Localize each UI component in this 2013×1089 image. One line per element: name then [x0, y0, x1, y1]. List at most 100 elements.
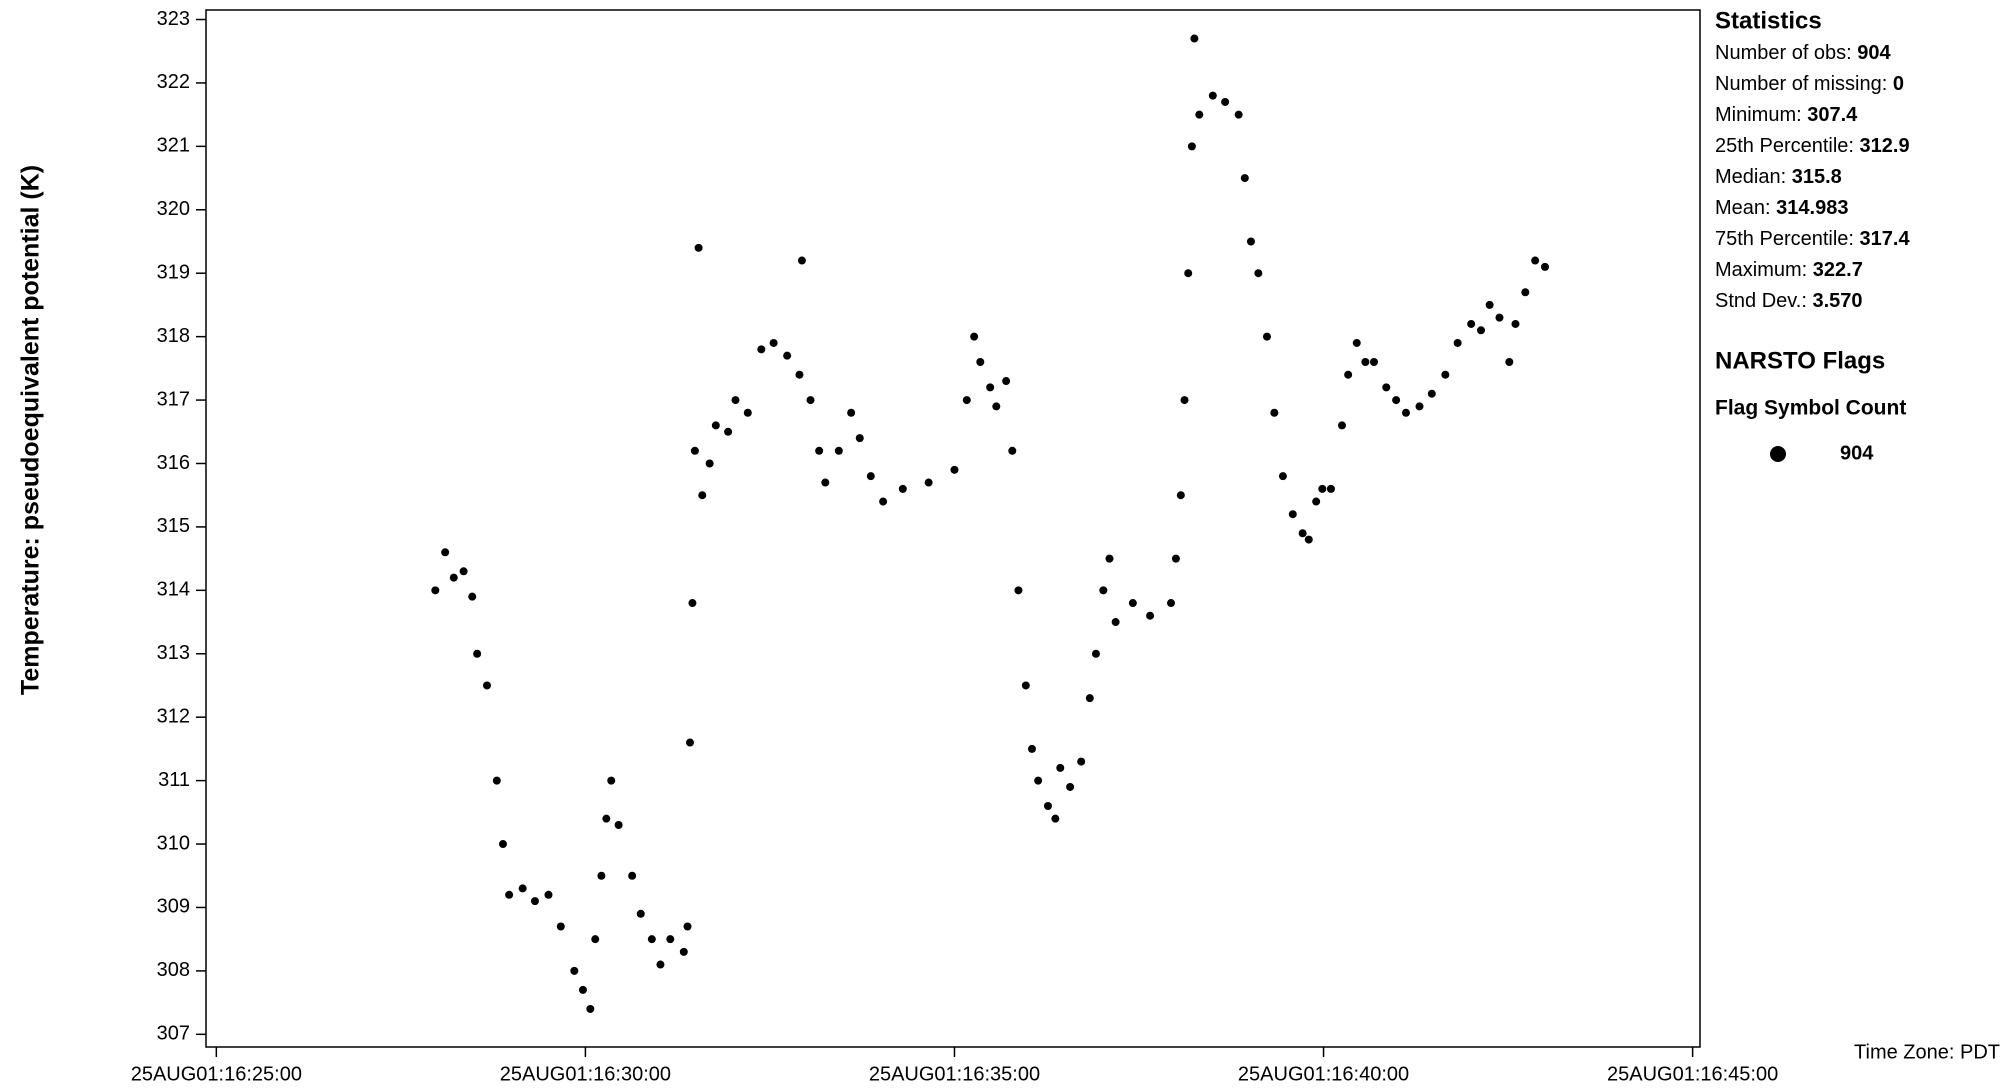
data-point	[1298, 529, 1307, 538]
data-point	[1485, 300, 1494, 309]
data-point	[636, 909, 645, 918]
stat-value: 317.4	[1860, 228, 1911, 250]
data-point	[1531, 256, 1540, 265]
data-point	[866, 472, 875, 481]
data-point	[1477, 326, 1486, 335]
data-point	[1111, 618, 1120, 627]
x-tick-label: 25AUG01:16:30:00	[500, 1063, 671, 1085]
stat-label: Mean:	[1715, 197, 1771, 219]
stat-label: Number of obs:	[1715, 42, 1852, 64]
data-point	[1505, 358, 1514, 367]
data-point	[1521, 288, 1530, 297]
data-point	[505, 890, 514, 899]
x-tick-label: 25AUG01:16:35:00	[869, 1063, 1040, 1085]
data-point	[1190, 34, 1199, 43]
data-point	[1382, 383, 1391, 392]
stat-label: Median:	[1715, 166, 1786, 188]
data-point	[492, 776, 501, 785]
data-point	[1002, 377, 1011, 386]
data-point	[711, 421, 720, 430]
y-axis-label: Temperature: pseudoequivalent potential …	[17, 165, 45, 695]
data-point	[1184, 269, 1193, 278]
time-zone: Time Zone: PDT	[1854, 1041, 2000, 1063]
data-point	[1027, 744, 1036, 753]
data-point	[1051, 814, 1060, 823]
data-point	[570, 966, 579, 975]
data-point	[976, 358, 985, 367]
stat-line: Median: 315.8	[1715, 166, 1842, 188]
flags-header: Flag Symbol Count	[1715, 397, 1906, 420]
data-point	[1262, 332, 1271, 341]
y-tick-label: 322	[157, 71, 190, 93]
data-point	[1195, 110, 1204, 119]
data-point	[530, 897, 539, 906]
y-tick-label: 320	[157, 198, 190, 220]
stat-value: 314.983	[1776, 197, 1848, 219]
data-point	[1021, 681, 1030, 690]
data-point	[656, 960, 665, 969]
data-point	[679, 947, 688, 956]
stat-label: Number of missing:	[1715, 73, 1887, 95]
stat-line: Minimum: 307.4	[1715, 104, 1858, 126]
stat-value: 0	[1893, 73, 1904, 95]
data-point	[1171, 554, 1180, 563]
data-point	[783, 351, 792, 360]
data-point	[607, 776, 616, 785]
data-point	[1066, 782, 1075, 791]
data-point	[1043, 801, 1052, 810]
data-point	[694, 243, 703, 252]
data-point	[724, 427, 733, 436]
data-point	[1034, 776, 1043, 785]
stat-value: 315.8	[1792, 166, 1842, 188]
stat-label: Minimum:	[1715, 104, 1802, 126]
data-point	[847, 408, 856, 417]
plot-frame	[205, 9, 1701, 1048]
stat-line: Maximum: 322.7	[1715, 259, 1863, 281]
data-point	[757, 345, 766, 354]
data-point	[690, 446, 699, 455]
data-point	[834, 446, 843, 455]
data-point	[685, 738, 694, 747]
data-point	[1180, 396, 1189, 405]
data-point	[544, 890, 553, 899]
stat-label: Stnd Dev.:	[1715, 290, 1807, 312]
y-tick-label: 323	[157, 8, 190, 30]
data-point	[1318, 484, 1327, 493]
data-point	[683, 922, 692, 931]
data-point	[1540, 262, 1549, 271]
y-tick-label: 307	[157, 1023, 190, 1045]
data-point	[1077, 757, 1086, 766]
x-tick-label: 25AUG01:16:25:00	[131, 1063, 302, 1085]
data-point	[1085, 694, 1094, 703]
stat-line: 25th Percentile: 312.9	[1715, 135, 1910, 157]
data-point	[797, 256, 806, 265]
data-point	[821, 478, 830, 487]
data-point	[1427, 389, 1436, 398]
data-point	[1166, 599, 1175, 608]
data-point	[898, 484, 907, 493]
data-point	[879, 497, 888, 506]
data-point	[498, 840, 507, 849]
flag-symbol	[1770, 446, 1786, 462]
y-tick-label: 319	[157, 261, 190, 283]
data-point	[1495, 313, 1504, 322]
data-point	[855, 434, 864, 443]
data-point	[1221, 97, 1230, 106]
data-point	[1344, 370, 1353, 379]
y-tick-label: 308	[157, 959, 190, 981]
data-point	[628, 871, 637, 880]
stat-line: Mean: 314.983	[1715, 197, 1848, 219]
stat-value: 322.7	[1813, 259, 1863, 281]
data-point	[743, 408, 752, 417]
data-point	[1105, 554, 1114, 563]
flags-title: NARSTO Flags	[1715, 347, 1885, 374]
stat-value: 904	[1857, 42, 1891, 64]
data-point	[1511, 319, 1520, 328]
data-point	[468, 592, 477, 601]
data-point	[1278, 472, 1287, 481]
y-tick-label: 315	[157, 515, 190, 537]
y-tick-label: 314	[157, 579, 190, 601]
data-point	[962, 396, 971, 405]
data-point	[924, 478, 933, 487]
